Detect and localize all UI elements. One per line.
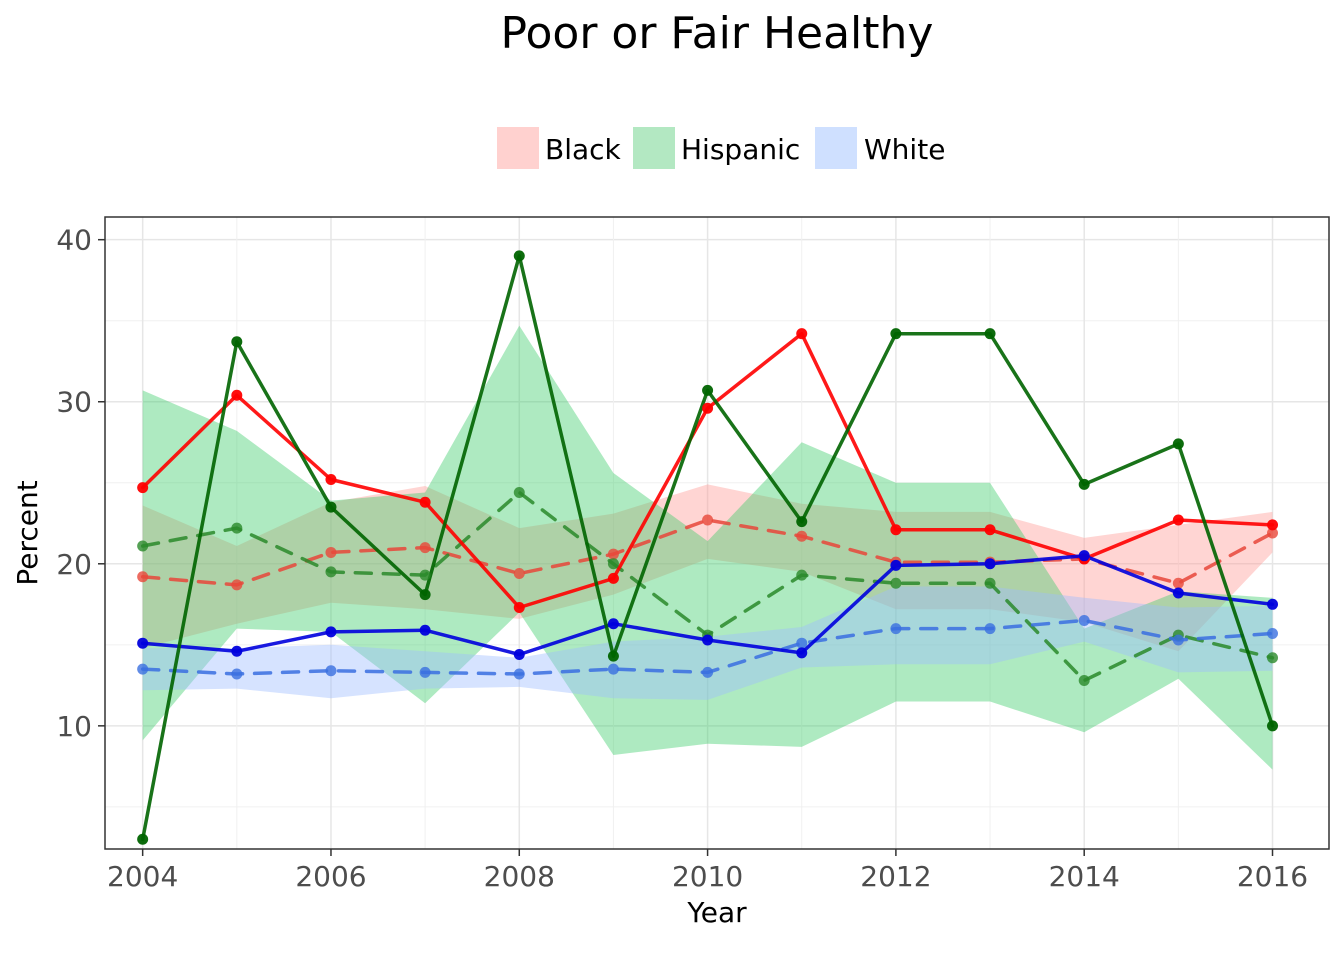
- data-point-black-solid: [702, 402, 714, 414]
- data-point-white-solid: [607, 618, 619, 630]
- data-point-black-dashed: [1267, 527, 1279, 539]
- data-point-hispanic-solid: [890, 328, 902, 340]
- data-point-black-solid: [796, 328, 808, 340]
- data-point-white-solid: [890, 559, 902, 571]
- data-point-black-dashed: [513, 568, 525, 580]
- data-point-white-dashed: [1078, 615, 1090, 627]
- y-tick-label: 30: [56, 386, 92, 419]
- x-axis-title: Year: [686, 896, 747, 929]
- data-point-white-solid: [796, 647, 808, 659]
- data-point-hispanic-dashed: [607, 558, 619, 570]
- legend-key-white: [815, 127, 857, 169]
- legend-key-hispanic: [633, 127, 675, 169]
- data-point-hispanic-solid: [1172, 438, 1184, 450]
- data-point-black-dashed: [231, 579, 243, 591]
- y-axis-title: Percent: [11, 480, 44, 585]
- data-point-black-solid: [607, 572, 619, 584]
- data-point-hispanic-dashed: [984, 577, 996, 589]
- x-tick-label: 2006: [295, 860, 366, 893]
- data-point-white-dashed: [513, 668, 525, 680]
- data-point-hispanic-solid: [231, 336, 243, 348]
- legend-key-black: [497, 127, 539, 169]
- data-point-hispanic-solid: [513, 250, 525, 262]
- x-tick-label: 2014: [1049, 860, 1120, 893]
- data-point-hispanic-solid: [137, 833, 149, 845]
- data-point-black-dashed: [325, 546, 337, 558]
- data-point-white-dashed: [1267, 627, 1279, 639]
- data-point-black-solid: [1267, 519, 1279, 531]
- data-point-hispanic-solid: [984, 328, 996, 340]
- x-tick-label: 2012: [860, 860, 931, 893]
- x-tick-label: 2004: [107, 860, 178, 893]
- x-tick-label: 2010: [672, 860, 743, 893]
- data-point-white-solid: [1267, 598, 1279, 610]
- y-tick-label: 40: [56, 224, 92, 257]
- panel-border: [104, 216, 1330, 850]
- data-point-black-solid: [513, 602, 525, 614]
- data-point-black-solid: [137, 482, 149, 494]
- data-point-white-solid: [419, 624, 431, 636]
- data-point-white-solid: [137, 637, 149, 649]
- legend-label-white: White: [864, 133, 945, 166]
- data-point-black-dashed: [137, 571, 149, 583]
- data-point-hispanic-dashed: [890, 577, 902, 589]
- data-point-hispanic-dashed: [419, 569, 431, 581]
- data-point-black-solid: [231, 389, 243, 401]
- data-point-black-solid: [1172, 514, 1184, 526]
- data-point-hispanic-dashed: [513, 486, 525, 498]
- confidence-band-hispanic: [142, 325, 1273, 770]
- data-point-black-dashed: [419, 542, 431, 554]
- data-point-white-dashed: [702, 666, 714, 678]
- data-point-hispanic-dashed: [796, 569, 808, 581]
- legend: Black Hispanic White: [497, 127, 945, 169]
- y-tick-label: 10: [56, 710, 92, 743]
- data-point-white-solid: [702, 634, 714, 646]
- data-point-hispanic-dashed: [231, 522, 243, 534]
- data-point-hispanic-dashed: [325, 566, 337, 578]
- data-point-hispanic-solid: [419, 589, 431, 601]
- x-axis: 2004 2006 2008 2010 2012 2014 2016: [107, 849, 1308, 893]
- data-point-black-dashed: [1172, 577, 1184, 589]
- chart-title: Poor or Fair Healthy: [501, 8, 934, 59]
- data-point-black-solid: [325, 474, 337, 486]
- data-point-white-solid: [325, 626, 337, 638]
- data-point-white-dashed: [419, 666, 431, 678]
- data-point-hispanic-solid: [1078, 478, 1090, 490]
- data-point-hispanic-solid: [325, 501, 337, 513]
- data-point-white-solid: [231, 645, 243, 657]
- data-point-black-solid: [984, 524, 996, 536]
- data-point-white-dashed: [231, 668, 243, 680]
- legend-label-black: Black: [545, 133, 622, 166]
- series-points: [137, 250, 1279, 845]
- y-axis: 10 20 30 40: [56, 224, 105, 743]
- data-point-black-dashed: [702, 514, 714, 526]
- data-point-hispanic-solid: [1267, 720, 1279, 732]
- data-point-white-dashed: [137, 663, 149, 675]
- data-point-white-dashed: [890, 623, 902, 635]
- data-point-white-dashed: [984, 623, 996, 635]
- data-point-hispanic-dashed: [1078, 674, 1090, 686]
- data-point-white-solid: [1078, 550, 1090, 562]
- legend-label-hispanic: Hispanic: [681, 133, 800, 166]
- x-tick-label: 2008: [484, 860, 555, 893]
- data-point-hispanic-solid: [702, 384, 714, 396]
- y-tick-label: 20: [56, 548, 92, 581]
- data-point-white-dashed: [796, 637, 808, 649]
- data-point-white-solid: [513, 649, 525, 661]
- data-point-white-dashed: [1172, 634, 1184, 646]
- data-point-black-solid: [419, 496, 431, 508]
- data-point-hispanic-solid: [607, 650, 619, 662]
- data-point-white-dashed: [607, 663, 619, 675]
- data-point-white-dashed: [325, 665, 337, 677]
- data-point-black-solid: [890, 524, 902, 536]
- data-point-black-dashed: [607, 548, 619, 560]
- data-point-hispanic-solid: [796, 516, 808, 528]
- data-point-white-solid: [984, 558, 996, 570]
- x-tick-label: 2016: [1237, 860, 1308, 893]
- data-point-black-dashed: [796, 530, 808, 542]
- data-point-hispanic-dashed: [137, 540, 149, 552]
- data-point-hispanic-dashed: [1267, 652, 1279, 664]
- data-point-white-solid: [1172, 587, 1184, 599]
